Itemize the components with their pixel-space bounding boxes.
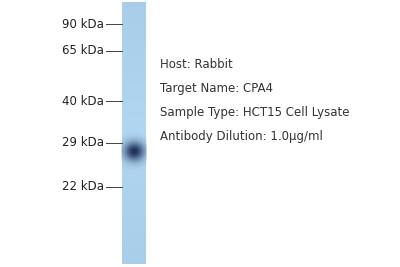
Text: 40 kDa: 40 kDa — [62, 95, 104, 108]
Text: 65 kDa: 65 kDa — [62, 44, 104, 57]
Text: 29 kDa: 29 kDa — [62, 136, 104, 149]
Text: Sample Type: HCT15 Cell Lysate: Sample Type: HCT15 Cell Lysate — [160, 106, 350, 119]
Text: Antibody Dilution: 1.0µg/ml: Antibody Dilution: 1.0µg/ml — [160, 130, 323, 143]
Text: 90 kDa: 90 kDa — [62, 18, 104, 30]
Text: 22 kDa: 22 kDa — [62, 180, 104, 193]
Text: Target Name: CPA4: Target Name: CPA4 — [160, 82, 273, 95]
Text: Host: Rabbit: Host: Rabbit — [160, 58, 233, 70]
